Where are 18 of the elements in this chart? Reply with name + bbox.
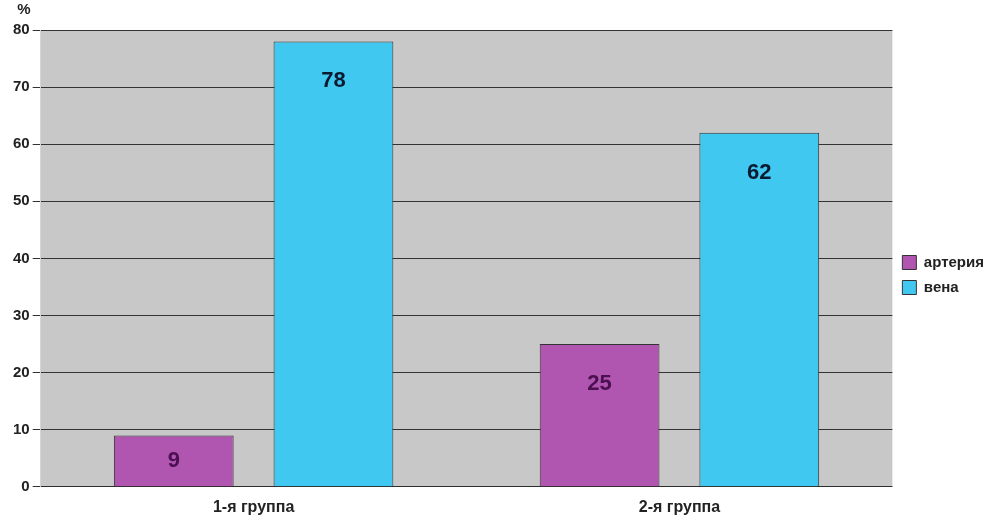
data-label: 78 <box>321 67 346 93</box>
data-label: 9 <box>167 446 180 472</box>
y-tick-label: 40 <box>13 248 30 266</box>
y-tick-label: 70 <box>13 77 30 95</box>
data-label: 62 <box>747 158 772 184</box>
legend-label: артерия <box>923 252 985 270</box>
legend-label: вена <box>923 277 960 295</box>
y-tick-label: 80 <box>13 20 30 38</box>
y-tick-label: 30 <box>13 305 30 323</box>
x-tick-label: 1-я группа <box>212 497 295 515</box>
y-tick-label: 0 <box>21 476 30 494</box>
y-tick-label: 60 <box>13 134 30 152</box>
y-tick-label: 50 <box>13 191 30 209</box>
y-tick-label: 10 <box>13 419 30 437</box>
data-label: 25 <box>587 370 612 396</box>
y-tick-label: 20 <box>13 362 30 380</box>
y-axis-title: % <box>17 0 31 17</box>
x-tick-label: 2-я группа <box>638 497 721 515</box>
